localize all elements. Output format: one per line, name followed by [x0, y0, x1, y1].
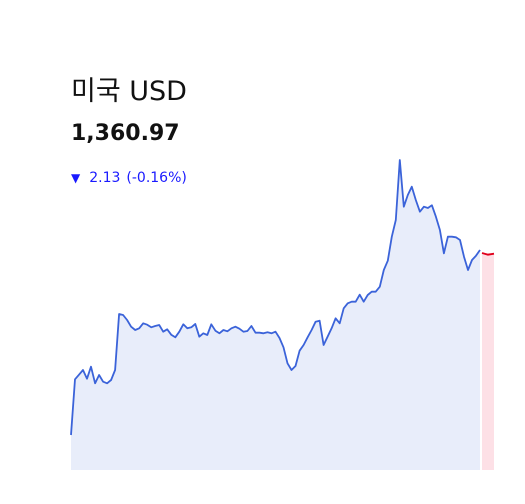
- exchange-rate-value: 1,360.97: [71, 121, 180, 146]
- change-amount: 2.13: [89, 170, 121, 186]
- currency-title: 미국 USD: [71, 76, 187, 107]
- down-triangle-icon: ▼: [71, 171, 81, 185]
- today-line: [481, 252, 495, 256]
- today-area: [482, 253, 494, 470]
- change-percent: (-0.16%): [126, 170, 187, 186]
- history-line: [70, 159, 481, 436]
- rate-change: ▼ 2.13 (-0.16%): [71, 170, 187, 186]
- history-area: [71, 160, 480, 470]
